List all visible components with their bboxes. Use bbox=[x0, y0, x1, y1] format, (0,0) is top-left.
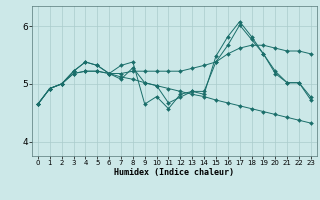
X-axis label: Humidex (Indice chaleur): Humidex (Indice chaleur) bbox=[115, 168, 234, 177]
